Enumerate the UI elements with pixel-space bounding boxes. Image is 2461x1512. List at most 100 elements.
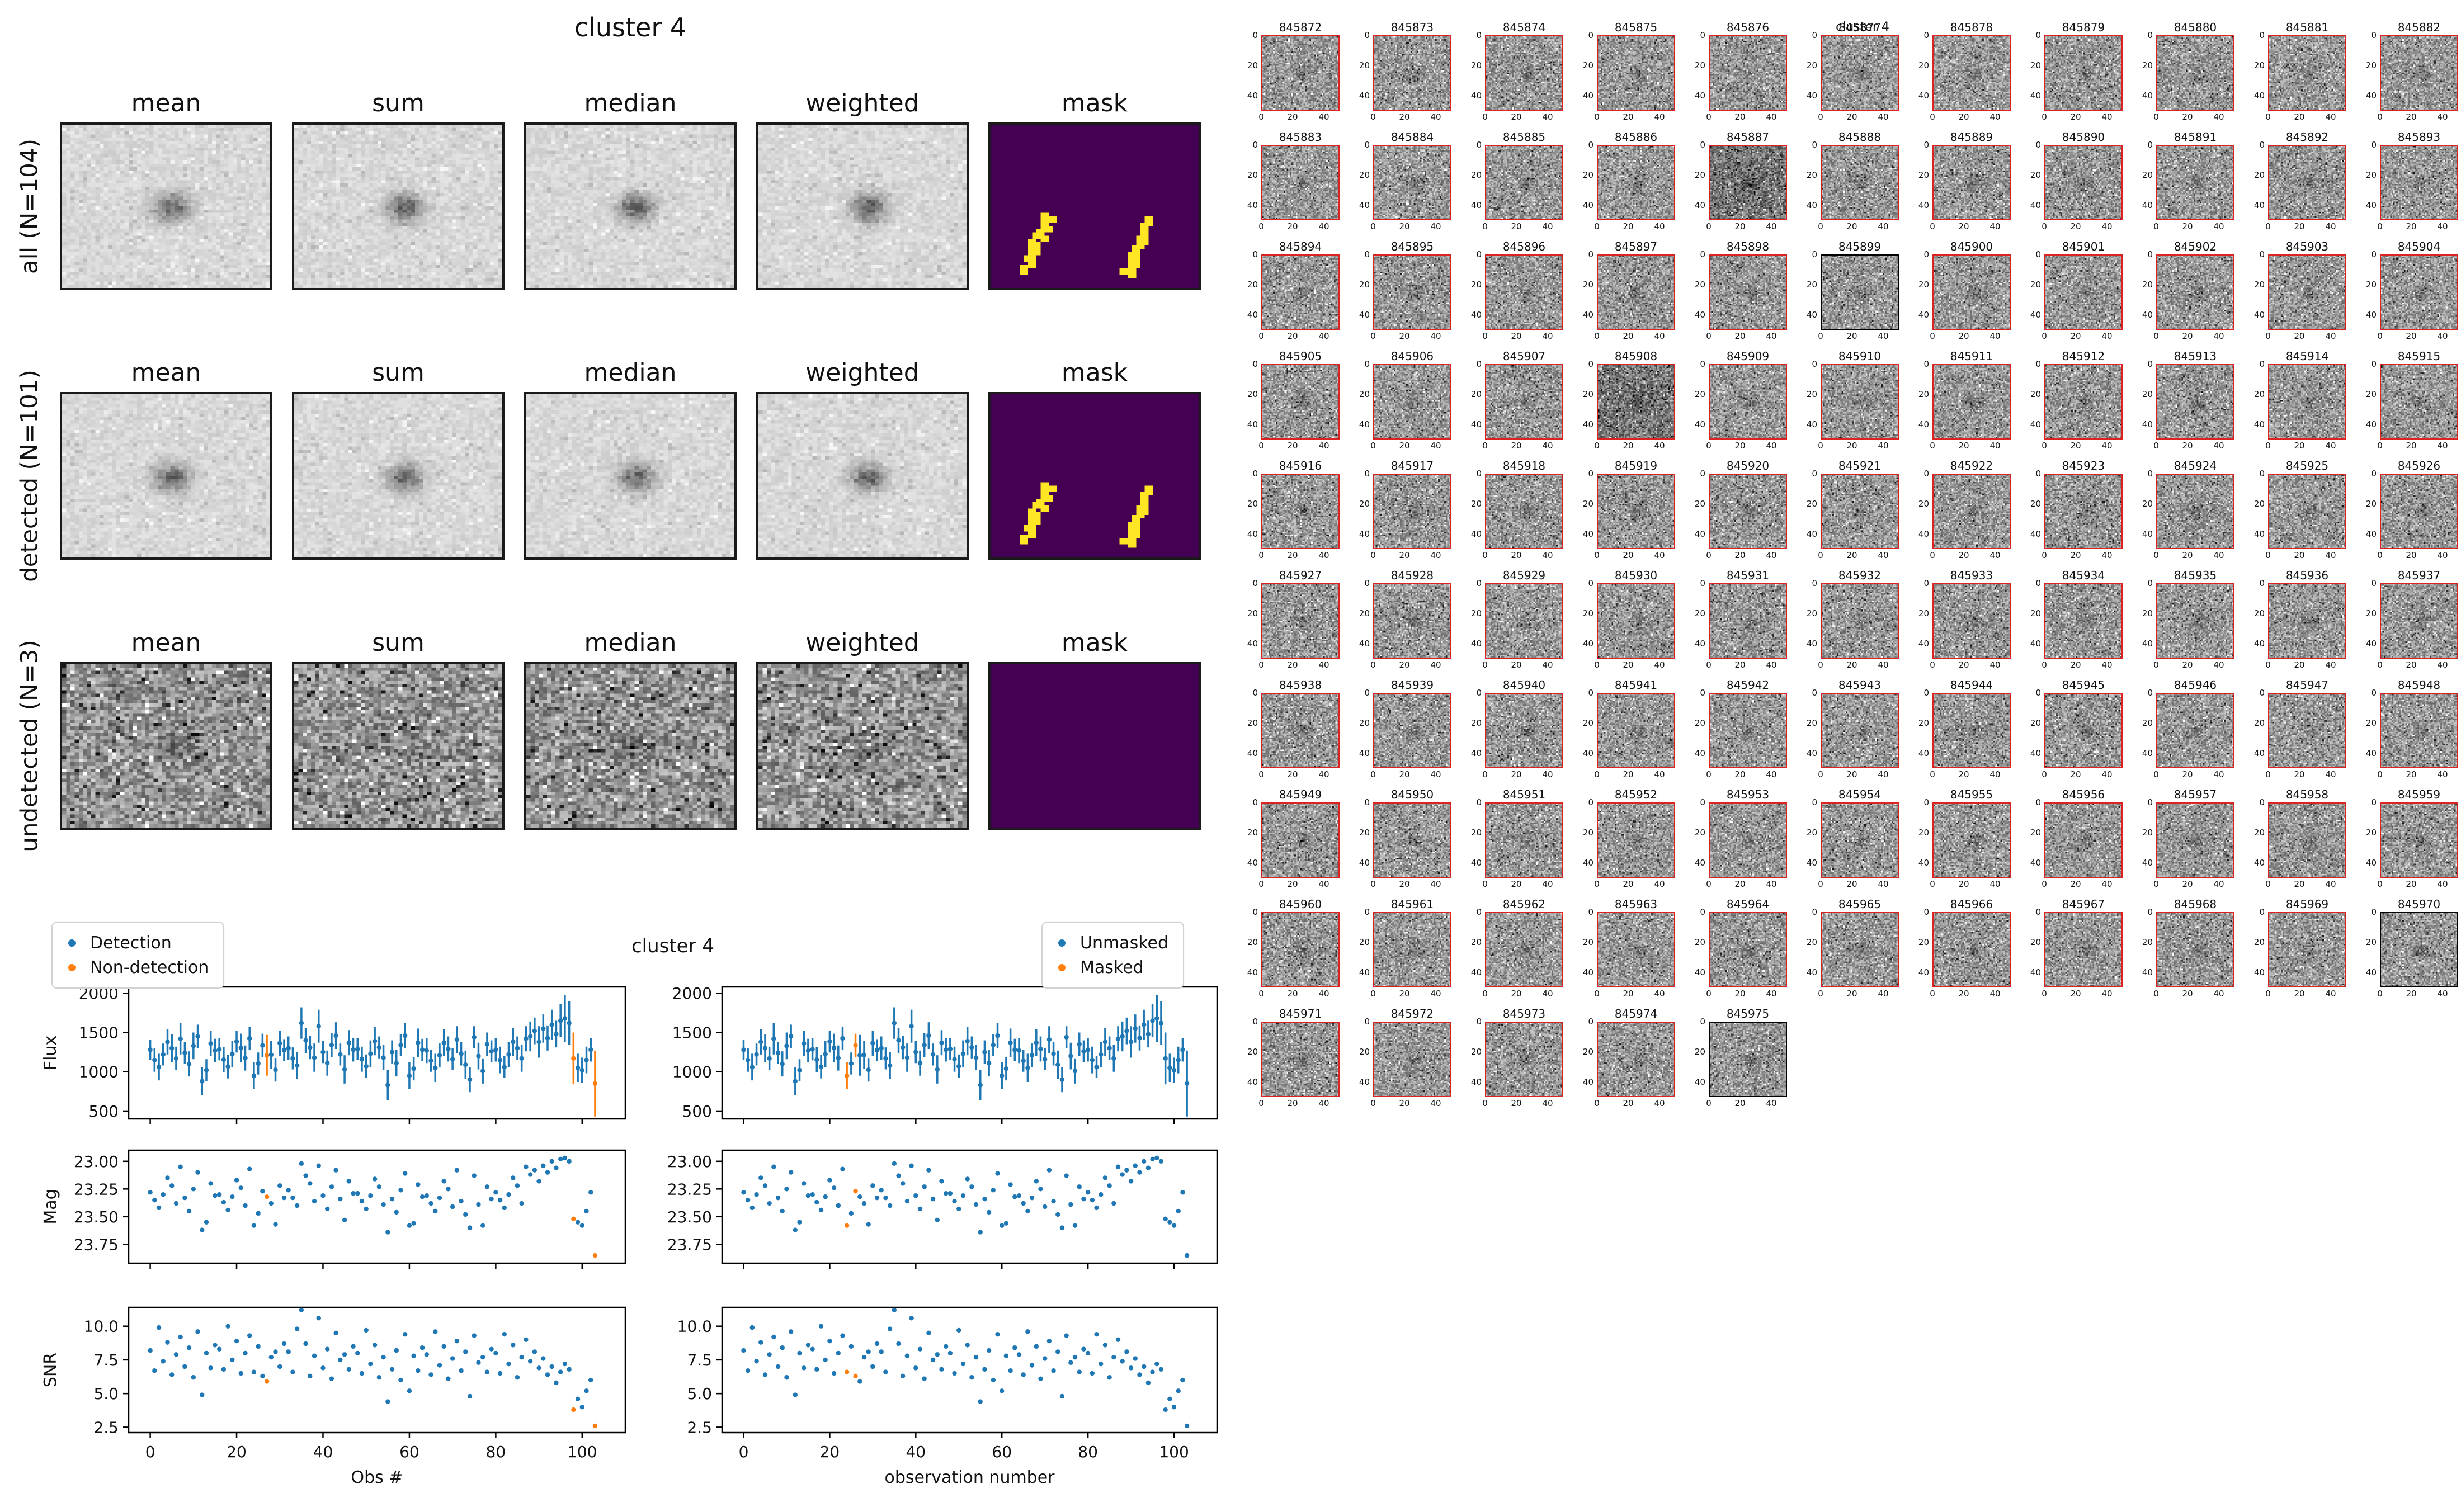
y-tick-label: 20 xyxy=(1470,389,1482,399)
y-tick-label: 20 xyxy=(1359,1047,1370,1057)
y-tick-label: 20 xyxy=(2253,937,2265,947)
y-tick-label: 20 xyxy=(1359,280,1370,290)
thumbnail-title: 845957 xyxy=(2174,788,2217,801)
y-tick-label: 0 xyxy=(1588,30,1593,40)
x-tick-label: 20 xyxy=(2070,769,2081,779)
thumbnail-canvas xyxy=(1598,475,1674,548)
thumbnail-title: 845913 xyxy=(2174,349,2217,363)
svg-text:5.0: 5.0 xyxy=(93,1385,119,1403)
thumbnail-image xyxy=(1261,254,1340,330)
thumbnail-image xyxy=(1485,254,1563,330)
thumbnail-canvas xyxy=(1822,36,1898,110)
y-tick-label: 40 xyxy=(1694,310,1705,320)
x-tick-label: 40 xyxy=(1542,550,1553,560)
y-tick-label: 40 xyxy=(1470,858,1482,868)
thumbnail-845888: 845888 0 20 40 0 20 40 xyxy=(1807,130,1899,231)
x-tick-label: 0 xyxy=(1370,660,1376,670)
y-tick-label: 0 xyxy=(2035,578,2041,588)
thumbnail-image xyxy=(1932,35,2011,111)
y-tick-label: 0 xyxy=(1812,907,1817,917)
legend-entry-unmasked: Unmasked xyxy=(1054,930,1168,955)
x-tick-label: 40 xyxy=(1430,221,1441,231)
y-tick-label: 40 xyxy=(1694,419,1705,429)
thumbnail-title: 845895 xyxy=(1390,240,1434,253)
y-tick-label: 40 xyxy=(2253,310,2265,320)
x-tick-label: 0 xyxy=(2377,769,2383,779)
x-tick-label: 0 xyxy=(1482,550,1488,560)
y-tick-label: 20 xyxy=(1694,608,1705,618)
thumbnail-image xyxy=(1261,802,1340,878)
y-tick-label: 20 xyxy=(1359,499,1370,509)
thumbnail-canvas xyxy=(1486,256,1562,329)
x-tick-label: 40 xyxy=(1989,441,2001,451)
y-tick-label: 40 xyxy=(1582,967,1593,977)
y-tick-label: 40 xyxy=(1582,858,1593,868)
thumbnail-canvas xyxy=(2381,694,2457,767)
x-tick-label: 40 xyxy=(1318,989,1329,999)
sum-image xyxy=(294,125,502,288)
x-tick-label: 0 xyxy=(1370,989,1376,999)
y-tick-label: 40 xyxy=(2142,858,2153,868)
thumbnail-title: 845906 xyxy=(1390,349,1434,363)
thumbnail-canvas xyxy=(1598,256,1674,329)
thumbnail-845941: 845941 0 20 40 0 20 40 xyxy=(1583,678,1675,779)
thumbnail-image xyxy=(1373,474,1451,549)
masked-marker-icon xyxy=(1058,963,1066,971)
x-tick-label: 20 xyxy=(2294,989,2305,999)
x-tick-label: 40 xyxy=(1542,221,1553,231)
thumbnail-845886: 845886 0 20 40 0 20 40 xyxy=(1583,130,1675,231)
x-tick-label: 20 xyxy=(1846,331,1857,341)
y-tick-label: 20 xyxy=(2030,828,2041,838)
thumbnail-845943: 845943 0 20 40 0 20 40 xyxy=(1807,678,1899,779)
thumbnail-845949: 845949 0 20 40 0 20 40 xyxy=(1247,788,1340,889)
x-tick-label: 20 xyxy=(1734,989,1746,999)
thumbnail-title: 845954 xyxy=(1838,788,1882,801)
y-tick-label: 40 xyxy=(1582,310,1593,320)
thumbnail-canvas xyxy=(2045,694,2121,767)
y-tick-label: 40 xyxy=(1470,1077,1482,1087)
y-tick-label: 20 xyxy=(2253,280,2265,290)
svg-text:SNR: SNR xyxy=(41,1353,60,1387)
y-tick-label: 20 xyxy=(1806,937,1817,947)
thumbnail-845951: 845951 0 20 40 0 20 40 xyxy=(1471,788,1563,889)
thumbnail-canvas xyxy=(1374,36,1450,110)
y-tick-label: 0 xyxy=(1588,578,1593,588)
thumbnail-title: 845890 xyxy=(2062,130,2105,144)
y-tick-label: 40 xyxy=(2030,748,2041,758)
thumbnail-image xyxy=(1932,802,2011,878)
thumbnail-canvas xyxy=(1374,475,1450,548)
thumbnail-image xyxy=(1261,364,1340,440)
thumbnail-image xyxy=(1932,145,2011,220)
thumbnail-canvas xyxy=(1934,694,2010,767)
thumbnail-title: 845908 xyxy=(1614,349,1658,363)
thumbnail-title: 845917 xyxy=(1390,459,1434,472)
thumbnail-image xyxy=(1261,1022,1340,1097)
thumbnail-canvas xyxy=(2157,365,2233,438)
y-tick-label: 20 xyxy=(2253,60,2265,70)
thumbnail-image xyxy=(2268,802,2346,878)
x-tick-label: 0 xyxy=(2042,112,2047,122)
x-tick-label: 20 xyxy=(1511,221,1522,231)
y-tick-label: 0 xyxy=(2035,907,2041,917)
svg-text:7.5: 7.5 xyxy=(687,1351,712,1369)
y-tick-label: 0 xyxy=(2259,140,2265,150)
thumbnail-title: 845914 xyxy=(2285,349,2329,363)
thumbnail-canvas xyxy=(1822,146,1898,219)
x-tick-label: 0 xyxy=(1482,112,1488,122)
x-tick-label: 20 xyxy=(1958,550,1969,560)
x-tick-label: 0 xyxy=(1258,660,1264,670)
plots-svg: 500100015002000Flux23.0023.2523.5023.75M… xyxy=(41,984,1218,1487)
y-tick-label: 40 xyxy=(1806,310,1817,320)
thumbnail-845952: 845952 0 20 40 0 20 40 xyxy=(1583,788,1675,889)
y-tick-label: 0 xyxy=(1252,1017,1258,1027)
x-tick-label: 40 xyxy=(1542,331,1553,341)
x-tick-label: 0 xyxy=(1818,441,1823,451)
thumbnail-canvas xyxy=(1486,584,1562,658)
thumbnail-canvas xyxy=(1822,804,1898,877)
x-tick-label: 20 xyxy=(1734,1098,1746,1108)
y-tick-label: 40 xyxy=(1918,967,1929,977)
x-tick-label: 40 xyxy=(1430,660,1441,670)
thumbnail-canvas xyxy=(1710,913,1786,986)
x-tick-label: 40 xyxy=(1542,660,1553,670)
thumbnail-title: 845889 xyxy=(1950,130,1993,144)
